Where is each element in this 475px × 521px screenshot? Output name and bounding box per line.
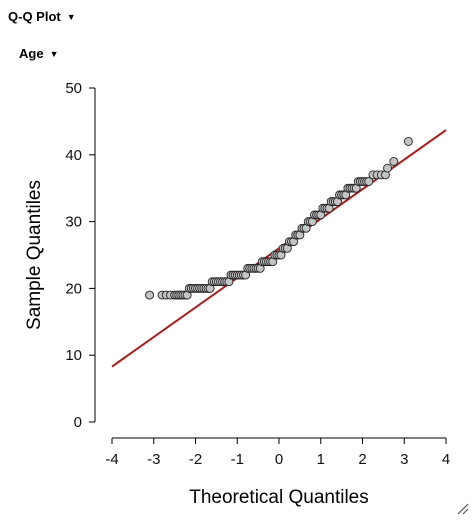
y-tick-label: 40 — [65, 147, 82, 164]
x-tick-label: -1 — [231, 451, 244, 468]
x-tick-label: 4 — [442, 451, 450, 468]
x-tick-label: -3 — [147, 451, 160, 468]
y-tick-label: 20 — [65, 280, 82, 297]
plot-type-label: Q-Q Plot — [8, 9, 61, 24]
x-axis-title: Theoretical Quantiles — [189, 487, 369, 508]
y-tick-label: 30 — [65, 214, 82, 231]
data-point — [145, 290, 155, 300]
data-point — [383, 163, 392, 173]
x-tick-label: 1 — [317, 451, 325, 468]
y-tick-label: 50 — [65, 80, 82, 97]
x-axis-ticks: -4 -3 -2 -1 0 1 2 3 4 — [105, 438, 450, 468]
caret-down-icon: ▼ — [49, 48, 59, 59]
axes: 0 10 20 30 40 50 -4 -3 -2 -1 0 1 2 3 4 — [65, 80, 450, 468]
data-points — [145, 136, 413, 300]
data-point — [364, 177, 374, 186]
x-tick-label: 2 — [358, 451, 366, 468]
y-tick-label: 0 — [74, 414, 82, 431]
plot-type-dropdown[interactable]: Q-Q Plot ▼ — [8, 9, 76, 24]
resize-grip-icon[interactable] — [455, 501, 469, 515]
variable-dropdown[interactable]: Age ▼ — [19, 46, 58, 61]
x-tick-label: -2 — [189, 451, 202, 468]
variable-label: Age — [19, 46, 44, 61]
y-axis-ticks: 0 10 20 30 40 50 — [65, 80, 95, 431]
x-tick-label: -4 — [105, 451, 118, 468]
data-point — [389, 157, 399, 166]
caret-down-icon: ▼ — [66, 11, 76, 22]
data-point — [403, 136, 413, 146]
y-axis-title: Sample Quantiles — [24, 180, 45, 330]
y-tick-label: 10 — [65, 347, 82, 364]
x-tick-label: 3 — [400, 451, 408, 468]
x-tick-label: 0 — [275, 451, 283, 468]
